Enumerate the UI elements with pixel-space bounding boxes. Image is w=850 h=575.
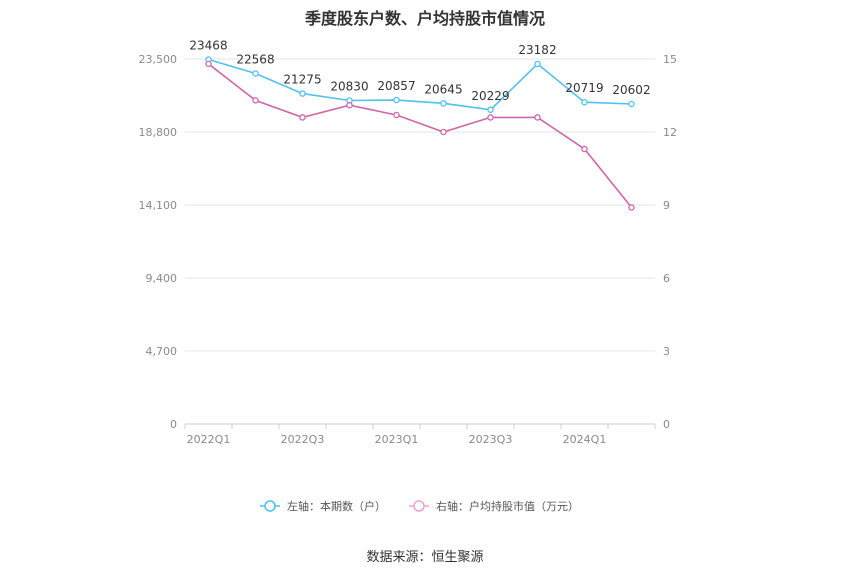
data-point (440, 100, 447, 107)
data-point (393, 96, 400, 104)
data-point (534, 114, 541, 121)
left-axis-tick-label: 9,400 (146, 272, 178, 285)
legend-marker (264, 500, 276, 512)
legend-label: 右轴：户均持股市值（万元） (436, 499, 579, 513)
right-axis-tick-label: 15 (663, 53, 677, 66)
data-label: 23468 (189, 38, 227, 52)
data-label: 20229 (471, 89, 509, 103)
right-axis-tick-label: 0 (663, 418, 670, 431)
data-point (252, 97, 259, 104)
chart-title: 季度股东户数、户均持股市值情况 (304, 9, 545, 28)
data-point (252, 70, 259, 77)
data-point (581, 145, 588, 153)
data-point (487, 106, 494, 114)
x-axis-tick-label: 2022Q3 (281, 433, 325, 446)
data-label: 20719 (565, 81, 603, 95)
right-axis-tick-label: 12 (663, 126, 677, 139)
data-point (534, 60, 541, 68)
data-label: 21275 (283, 73, 321, 87)
data-label: 23182 (518, 43, 556, 57)
data-point (393, 111, 400, 119)
right-axis-tick-label: 6 (663, 272, 670, 285)
left-axis-tick-label: 4,700 (146, 345, 178, 358)
data-source: 数据来源：恒生聚源 (366, 550, 484, 565)
data-label: 20830 (330, 79, 368, 93)
x-axis-tick-label: 2024Q1 (563, 433, 607, 446)
data-point (299, 90, 306, 97)
right-axis-tick-label: 9 (663, 199, 670, 212)
left-axis-tick-label: 0 (170, 418, 177, 431)
data-point (628, 204, 635, 211)
x-axis-tick-label: 2022Q1 (187, 433, 231, 446)
x-axis-tick-label: 2023Q1 (375, 433, 419, 446)
data-point (346, 101, 353, 109)
series-line-1 (208, 58, 632, 111)
data-point (205, 60, 212, 68)
series-line-2 (208, 63, 633, 208)
data-point (487, 114, 494, 121)
data-label: 20602 (612, 83, 650, 97)
left-axis-tick-label: 23,500 (139, 53, 178, 66)
data-point (628, 100, 635, 108)
legend-label: 左轴：本期数（户） (287, 499, 386, 513)
left-axis-tick-label: 14,100 (139, 199, 178, 212)
data-label: 20857 (377, 79, 415, 93)
data-point (581, 98, 588, 106)
legend-marker (413, 500, 425, 512)
data-point (440, 128, 447, 136)
right-axis-tick-label: 3 (663, 345, 670, 358)
x-axis-tick-label: 2023Q3 (469, 433, 513, 446)
data-label: 20645 (424, 82, 462, 96)
left-axis-tick-label: 18,800 (139, 126, 178, 139)
data-point (299, 114, 306, 121)
data-label: 22568 (236, 52, 274, 66)
